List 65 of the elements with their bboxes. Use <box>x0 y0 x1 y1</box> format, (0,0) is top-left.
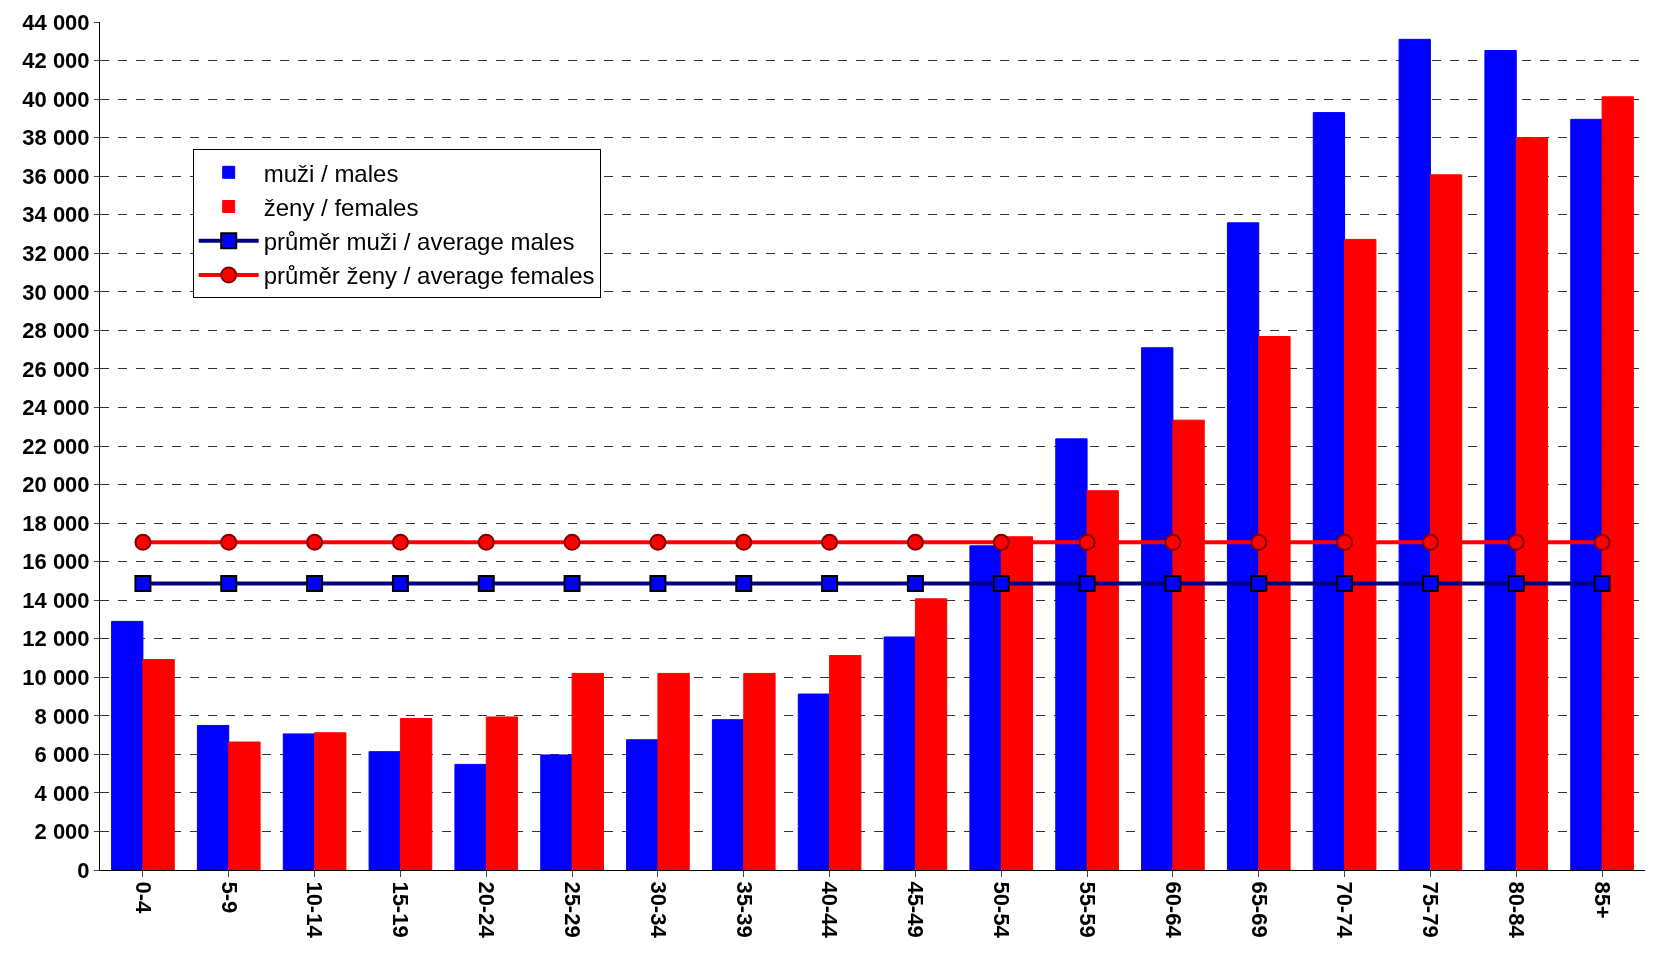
legend-label: ženy / females <box>263 193 419 221</box>
bar <box>711 719 745 870</box>
y-tick-label: 44 000 <box>22 9 90 35</box>
y-tick-label: 4 000 <box>34 780 90 806</box>
bar <box>657 672 690 870</box>
legend-label: průměr muži / average males <box>263 228 575 256</box>
bar <box>454 763 487 870</box>
y-tick-label: 14 000 <box>22 587 90 613</box>
x-tick-label: 10-14 <box>302 881 328 939</box>
y-tick-label: 34 000 <box>22 202 90 228</box>
bar <box>111 620 144 870</box>
x-tick-label: 85+ <box>1589 881 1615 919</box>
y-tick-label: 24 000 <box>22 395 90 421</box>
y-tick-label: 8 000 <box>34 703 90 729</box>
x-tick-label: 80-84 <box>1504 881 1530 939</box>
bar <box>282 733 316 870</box>
bar <box>142 659 175 870</box>
bar <box>883 636 916 870</box>
bar <box>228 741 261 870</box>
y-tick-label: 26 000 <box>22 356 90 382</box>
x-tick-label: 40-44 <box>817 881 843 939</box>
y-tick-label: 38 000 <box>22 125 90 151</box>
y-tick-label: 16 000 <box>22 549 90 575</box>
x-tick-label: 55-59 <box>1074 881 1100 938</box>
y-tick-label: 6 000 <box>34 742 90 768</box>
bar <box>914 598 948 870</box>
bar <box>743 672 776 870</box>
x-tick-label: 65-69 <box>1246 881 1272 938</box>
x-tick-label: 50-54 <box>989 881 1015 939</box>
bar <box>399 718 433 870</box>
x-tick-label: 60-64 <box>1160 881 1186 939</box>
bar <box>314 732 347 870</box>
y-tick-label: 2 000 <box>34 819 90 845</box>
bar <box>540 754 573 870</box>
x-tick-label: 0-4 <box>130 881 156 914</box>
y-tick-label: 20 000 <box>22 472 90 498</box>
legend-label: muži / males <box>263 159 399 187</box>
x-tick-label: 5-9 <box>216 881 242 914</box>
x-tick-label: 45-49 <box>903 881 929 938</box>
y-tick-label: 0 <box>77 857 90 883</box>
x-tick-label: 15-19 <box>388 881 414 938</box>
y-tick-label: 36 000 <box>22 163 90 189</box>
bar <box>368 751 401 870</box>
y-tick-label: 12 000 <box>22 626 90 652</box>
legend-label: průměr ženy / average females <box>263 262 595 290</box>
y-tick-label: 30 000 <box>22 279 90 305</box>
y-tick-label: 32 000 <box>22 240 90 266</box>
y-tick-label: 40 000 <box>22 86 90 112</box>
y-tick-label: 22 000 <box>22 433 90 459</box>
x-tick-label: 35-39 <box>731 881 757 938</box>
bar <box>626 739 659 870</box>
y-tick-label: 28 000 <box>22 318 90 344</box>
x-tick-label: 25-29 <box>559 881 585 938</box>
bar <box>797 693 831 870</box>
x-tick-label: 75-79 <box>1418 881 1444 938</box>
x-tick-label: 20-24 <box>474 881 500 939</box>
x-tick-label: 30-34 <box>645 881 671 939</box>
bar <box>196 724 230 870</box>
bar <box>571 672 604 870</box>
y-tick-label: 18 000 <box>22 510 90 536</box>
y-tick-label: 42 000 <box>22 48 90 74</box>
bar <box>485 716 519 870</box>
y-tick-label: 10 000 <box>22 664 90 690</box>
bar <box>829 654 862 870</box>
x-tick-label: 70-74 <box>1332 881 1358 939</box>
